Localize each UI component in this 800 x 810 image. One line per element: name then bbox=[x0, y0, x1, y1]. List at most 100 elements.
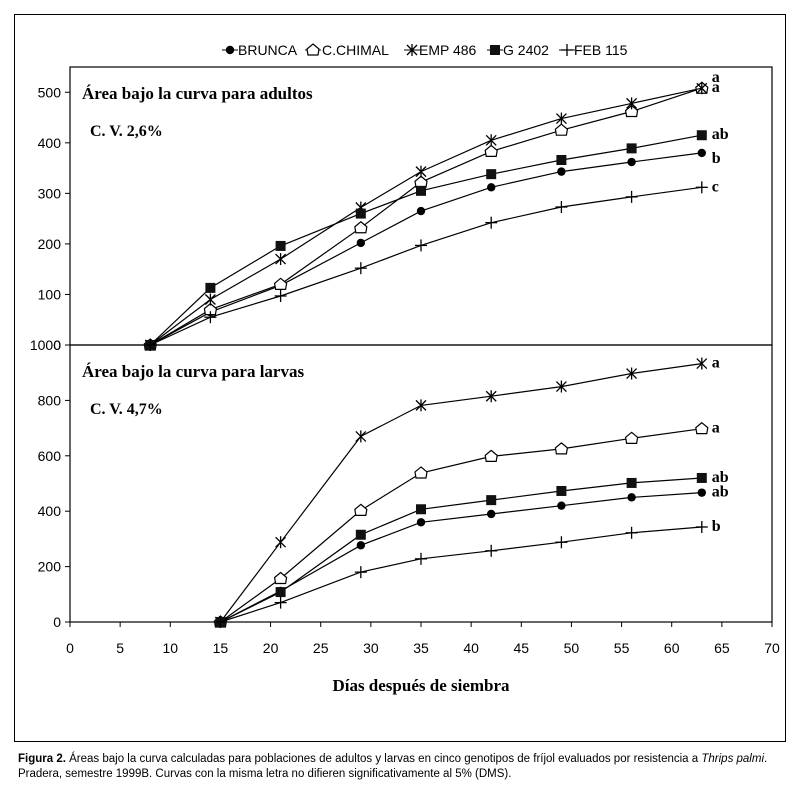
series-c-chimal-point-shape bbox=[695, 421, 709, 435]
caption-label: Figura 2. bbox=[18, 753, 66, 765]
series-c-chimal-point-shape bbox=[624, 104, 639, 118]
figure-caption: Figura 2. Áreas bajo la curva calculadas… bbox=[18, 752, 788, 782]
series-c-chimal-point-shape bbox=[484, 144, 498, 158]
series-brunca-point-shape bbox=[697, 488, 706, 497]
series-c-chimal-point bbox=[554, 442, 569, 455]
legend-entry-brunca-marker-shape bbox=[225, 45, 235, 55]
series-feb-115-line bbox=[149, 186, 702, 346]
series-g-2402-point bbox=[205, 282, 216, 293]
series-g-2402-point bbox=[556, 155, 567, 166]
series-emp-486-significance-letter: a bbox=[712, 355, 720, 372]
series-feb-115-point bbox=[485, 544, 498, 557]
series-emp-486-point bbox=[485, 134, 497, 147]
series-feb-115-point bbox=[415, 239, 427, 252]
x-tick-label: 20 bbox=[263, 640, 279, 656]
series-c-chimal-point bbox=[273, 277, 288, 290]
series-c-chimal-point bbox=[354, 503, 368, 516]
series-g-2402-point-shape bbox=[626, 143, 637, 154]
series-c-chimal-line bbox=[220, 428, 702, 623]
y-tick-label: 0 bbox=[53, 337, 61, 353]
plot-frame bbox=[69, 344, 773, 623]
series-c-chimal-point bbox=[414, 466, 428, 479]
series-g-2402: ab bbox=[145, 126, 729, 350]
series-emp-486-point bbox=[626, 367, 638, 380]
series-g-2402-significance-letter: ab bbox=[712, 126, 729, 143]
series-emp-486-point bbox=[555, 112, 567, 125]
legend: BRUNCA C.CHIMAL EMP 486 G 2402 FEB 115 bbox=[222, 42, 628, 58]
caption-species: Thrips palmi bbox=[701, 753, 765, 765]
series-feb-115-point bbox=[485, 216, 498, 229]
series-brunca: b bbox=[146, 148, 721, 350]
legend-entry-c-chimal-marker bbox=[306, 43, 320, 56]
panel-adults: 0 100 200 300 400 500 Área bajo la curva para … bbox=[38, 66, 773, 353]
series-feb-115-point bbox=[204, 311, 217, 324]
series-brunca-point-shape bbox=[627, 157, 636, 167]
x-tick-label: 5 bbox=[116, 640, 124, 656]
series-c-chimal-point bbox=[484, 144, 498, 158]
series-brunca-point-shape bbox=[627, 493, 636, 502]
series-brunca-point bbox=[697, 148, 706, 158]
series-g-2402-point-shape bbox=[486, 495, 497, 506]
series-emp-486-point bbox=[415, 399, 427, 412]
series-brunca-point bbox=[356, 541, 366, 550]
series-brunca-point bbox=[627, 493, 636, 502]
legend-entry-feb-115: FEB 115 bbox=[559, 42, 628, 58]
series-c-chimal-point bbox=[624, 431, 639, 444]
series-feb-115-point bbox=[415, 552, 427, 565]
y-tick-label: 100 bbox=[38, 286, 62, 302]
caption-text: Áreas bajo la curva calculadas para pobl… bbox=[65, 753, 702, 765]
series-brunca-line bbox=[220, 492, 702, 623]
series-brunca-point bbox=[487, 183, 496, 192]
plot-frame bbox=[69, 66, 773, 346]
panel-cv-label: C. V. 2,6% bbox=[90, 123, 163, 140]
series-g-2402-point-shape bbox=[275, 587, 286, 598]
figure-frame bbox=[14, 14, 786, 742]
x-tick-label: 10 bbox=[162, 640, 178, 656]
series-brunca-point-shape bbox=[416, 206, 426, 216]
y-tick-label: 0 bbox=[53, 614, 61, 630]
legend-entry-emp-486: EMP 486 bbox=[404, 42, 477, 58]
series-brunca-point bbox=[416, 518, 426, 527]
series-c-chimal-significance-letter: a bbox=[712, 79, 720, 96]
series-emp-486-significance-letter: a bbox=[712, 69, 720, 86]
series-emp-486-line bbox=[149, 87, 702, 346]
series-c-chimal-point bbox=[554, 123, 569, 136]
series-c-chimal: a bbox=[213, 420, 720, 628]
series-c-chimal-point bbox=[484, 449, 498, 462]
series-feb-115: b bbox=[214, 518, 721, 628]
series-g-2402-point-shape bbox=[696, 130, 707, 141]
series-c-chimal-point bbox=[273, 571, 288, 585]
series-g-2402-point bbox=[556, 485, 567, 496]
series-c-chimal-point bbox=[414, 175, 428, 188]
series-feb-115: c bbox=[144, 178, 719, 351]
series-g-2402-point-shape bbox=[275, 240, 286, 251]
series-g-2402-point bbox=[416, 504, 426, 515]
series-feb-115-point bbox=[625, 526, 638, 539]
series-c-chimal-significance-letter: a bbox=[712, 420, 720, 437]
series-g-2402-point-shape bbox=[486, 169, 497, 180]
x-tick-label: 25 bbox=[313, 640, 329, 656]
series-g-2402-point-shape bbox=[696, 472, 707, 483]
series-feb-115-point bbox=[555, 201, 568, 214]
series-brunca-point-shape bbox=[557, 167, 566, 176]
y-tick-label: 1000 bbox=[30, 337, 61, 353]
series-g-2402-point-shape bbox=[205, 282, 216, 293]
x-tick-label: 70 bbox=[764, 640, 780, 656]
series-g-2402-point-shape bbox=[556, 485, 567, 496]
series-g-2402-point bbox=[696, 472, 707, 483]
x-tick-label: 0 bbox=[66, 640, 74, 656]
series-c-chimal-point-shape bbox=[624, 431, 639, 444]
series-brunca: ab bbox=[216, 484, 729, 627]
series-emp-486-point bbox=[275, 536, 287, 549]
line-chart: BRUNCA C.CHIMAL EMP 486 G 2402 FEB 115010020… bbox=[30, 42, 780, 695]
series-brunca-point bbox=[416, 206, 426, 216]
series-g-2402-significance-letter: ab bbox=[712, 469, 729, 486]
legend-entry-feb-115-label: FEB 115 bbox=[574, 42, 628, 58]
series-emp-486-point bbox=[485, 390, 497, 403]
series-brunca-point bbox=[557, 167, 566, 176]
series-g-2402-line bbox=[220, 477, 702, 623]
series-c-chimal-point-shape bbox=[554, 442, 569, 455]
series-g-2402-point-shape bbox=[355, 529, 366, 540]
series-c-chimal-point-shape bbox=[484, 449, 498, 462]
series-emp-486-point bbox=[555, 380, 567, 393]
